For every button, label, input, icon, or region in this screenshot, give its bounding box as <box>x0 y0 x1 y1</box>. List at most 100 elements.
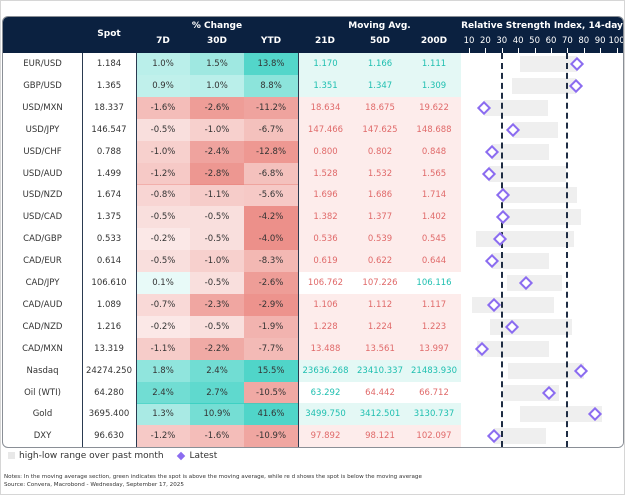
cell-ma21: 1.696 <box>298 184 353 207</box>
cell-spot: 0.533 <box>96 234 122 245</box>
table-row: CAD/AUD 1.089 -0.7% -2.3% -2.9% 1.106 1.112 1.1… <box>3 293 623 316</box>
cell-ma50: 1.112 <box>353 293 407 316</box>
cell-7d: 0.9% <box>136 74 190 97</box>
cell-ma50: 1.224 <box>353 315 407 338</box>
cell-name: USD/NZD <box>22 190 63 201</box>
rsi-range-bar <box>508 362 584 379</box>
header-30d: 30D <box>207 36 227 46</box>
rsi-range-bar <box>519 406 602 423</box>
rsi-tick-label: 50 <box>529 36 541 46</box>
cell-ma50: 1.686 <box>353 184 407 207</box>
cell-name: USD/CHF <box>23 146 62 157</box>
cell-ma21: 1.382 <box>298 206 353 229</box>
rsi-tick-label: 60 <box>545 36 557 46</box>
rsi-range-bar <box>488 165 566 182</box>
cell-30d: -2.3% <box>190 293 244 316</box>
cell-ma21: 0.536 <box>298 228 353 251</box>
rsi-range-bar <box>475 231 574 248</box>
cell-ma50: 0.622 <box>353 250 407 273</box>
divider <box>136 53 137 447</box>
cell-ma200: 21483.930 <box>407 359 461 382</box>
cell-ma50: 13.561 <box>353 337 407 360</box>
diamond-marker-icon <box>177 451 186 460</box>
cell-spot: 64.280 <box>94 387 124 398</box>
cell-name: USD/AUD <box>22 168 63 179</box>
cell-spot: 13.319 <box>94 343 124 354</box>
rsi-tick-label: 80 <box>578 36 590 46</box>
cell-ma50: 1.377 <box>353 206 407 229</box>
cell-ma50: 1.347 <box>353 74 407 97</box>
cell-name: CAD/MXN <box>22 343 63 354</box>
table-row: CAD/GBP 0.533 -0.2% -0.5% -4.0% 0.536 0.539 0.5… <box>3 228 623 251</box>
cell-30d: 2.4% <box>190 359 244 382</box>
cell-spot: 96.630 <box>94 431 124 442</box>
cell-ma21: 0.800 <box>298 140 353 163</box>
cell-ma200: 66.712 <box>407 381 461 404</box>
cell-ma21: 13.488 <box>298 337 353 360</box>
cell-name: USD/JPY <box>25 124 60 135</box>
cell-spot: 1.674 <box>96 190 122 201</box>
cell-7d: 0.1% <box>136 272 190 294</box>
cell-spot: 24274.250 <box>86 365 132 376</box>
cell-30d: -0.5% <box>190 228 244 251</box>
cell-spot: 0.614 <box>96 256 122 267</box>
cell-ma200: 1.111 <box>407 53 461 75</box>
cell-30d: -0.5% <box>190 272 244 294</box>
cell-30d: -0.5% <box>190 315 244 338</box>
cell-ytd: -11.2% <box>244 96 298 119</box>
cell-ytd: 41.6% <box>244 403 298 426</box>
cell-7d: -1.1% <box>136 337 190 360</box>
cell-name: USD/MXN <box>22 102 63 113</box>
cell-ytd: -7.7% <box>244 337 298 360</box>
cell-ma200: 3130.737 <box>407 403 461 426</box>
cell-spot: 3695.400 <box>88 409 130 420</box>
header-ytd: YTD <box>260 36 282 46</box>
rsi-tick-mark <box>485 48 487 53</box>
table-row: USD/AUD 1.499 -1.2% -2.8% -6.8% 1.528 1.532 1.5… <box>3 162 623 185</box>
cell-name: DXY <box>33 431 52 442</box>
cell-ma21: 106.762 <box>298 272 353 294</box>
cell-ytd: -12.8% <box>244 140 298 163</box>
cell-ma50: 98.121 <box>353 425 407 447</box>
cell-30d: 2.7% <box>190 381 244 404</box>
range-swatch-icon <box>8 452 15 459</box>
divider <box>82 53 83 447</box>
cell-ma200: 148.688 <box>407 118 461 141</box>
cell-ytd: -6.7% <box>244 118 298 141</box>
table-row: USD/JPY 146.547 -0.5% -1.0% -6.7% 147.466 147.… <box>3 118 623 141</box>
cell-ma21: 1.351 <box>298 74 353 97</box>
cell-ma50: 23410.337 <box>353 359 407 382</box>
rsi-range-bar <box>477 340 550 357</box>
table-row: Gold 3695.400 1.3% 10.9% 41.6% 3499.750 3412.5… <box>3 403 623 426</box>
cell-name: GBP/USD <box>23 80 62 91</box>
table-row: USD/NZD 1.674 -0.8% -1.1% -5.6% 1.696 1.686 1.7… <box>3 184 623 207</box>
cell-ma21: 3499.750 <box>298 403 353 426</box>
cell-ma200: 13.997 <box>407 337 461 360</box>
rsi-oversold-line <box>500 53 503 447</box>
cell-ma21: 23636.268 <box>298 359 353 382</box>
cell-ytd: 13.8% <box>244 53 298 75</box>
header-7d: 7D <box>156 36 170 46</box>
cell-ma21: 1.106 <box>298 293 353 316</box>
cell-30d: 1.0% <box>190 74 244 97</box>
cell-spot: 1.499 <box>96 168 122 179</box>
cell-ma50: 1.532 <box>353 162 407 185</box>
cell-ma21: 18.634 <box>298 96 353 119</box>
cell-name: USD/CAD <box>22 212 63 223</box>
cell-ytd: -6.8% <box>244 162 298 185</box>
table-row: CAD/JPY 106.610 0.1% -0.5% -2.6% 106.762 107.2… <box>3 272 623 294</box>
header-spot: Spot <box>97 29 121 39</box>
cell-ma21: 63.292 <box>298 381 353 404</box>
rsi-range-bar <box>493 428 547 445</box>
cell-ma200: 1.565 <box>407 162 461 185</box>
table-row: GBP/USD 1.365 0.9% 1.0% 8.8% 1.351 1.347 1.309 <box>3 74 623 97</box>
footnotes: Notes: In the moving average section, gr… <box>4 473 422 489</box>
rsi-tick-mark <box>583 48 585 53</box>
cell-30d: -2.6% <box>190 96 244 119</box>
cell-7d: 2.4% <box>136 381 190 404</box>
table-row: USD/CHF 0.788 -1.0% -2.4% -12.8% 0.800 0.802 0.… <box>3 140 623 163</box>
header-50d: 50D <box>370 36 390 46</box>
cell-ytd: -10.5% <box>244 381 298 404</box>
cell-ma200: 1.309 <box>407 74 461 97</box>
header-pct-change: % Change <box>191 21 243 31</box>
